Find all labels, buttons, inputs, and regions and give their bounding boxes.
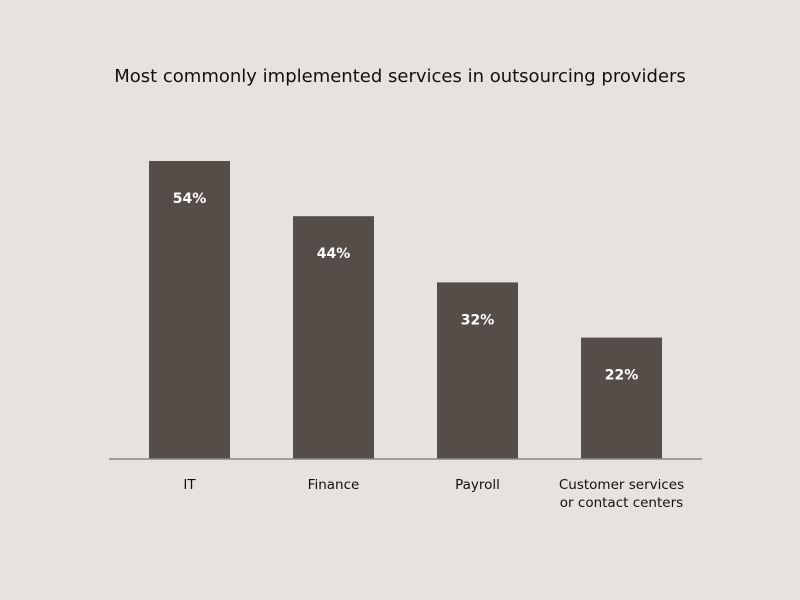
chart-title: Most commonly implemented services in ou…	[114, 66, 686, 87]
bar	[437, 282, 518, 459]
category-label: Customer services	[559, 477, 684, 493]
data-label: 32%	[461, 312, 495, 328]
category-label: Payroll	[455, 477, 500, 493]
category-label: IT	[183, 477, 196, 493]
category-label: or contact centers	[560, 495, 683, 511]
data-label: 44%	[317, 246, 351, 262]
bar	[581, 337, 662, 459]
data-label: 54%	[173, 191, 207, 207]
bar	[149, 161, 230, 459]
category-label: Finance	[308, 477, 360, 493]
bar	[293, 216, 374, 459]
data-label: 22%	[605, 368, 639, 384]
